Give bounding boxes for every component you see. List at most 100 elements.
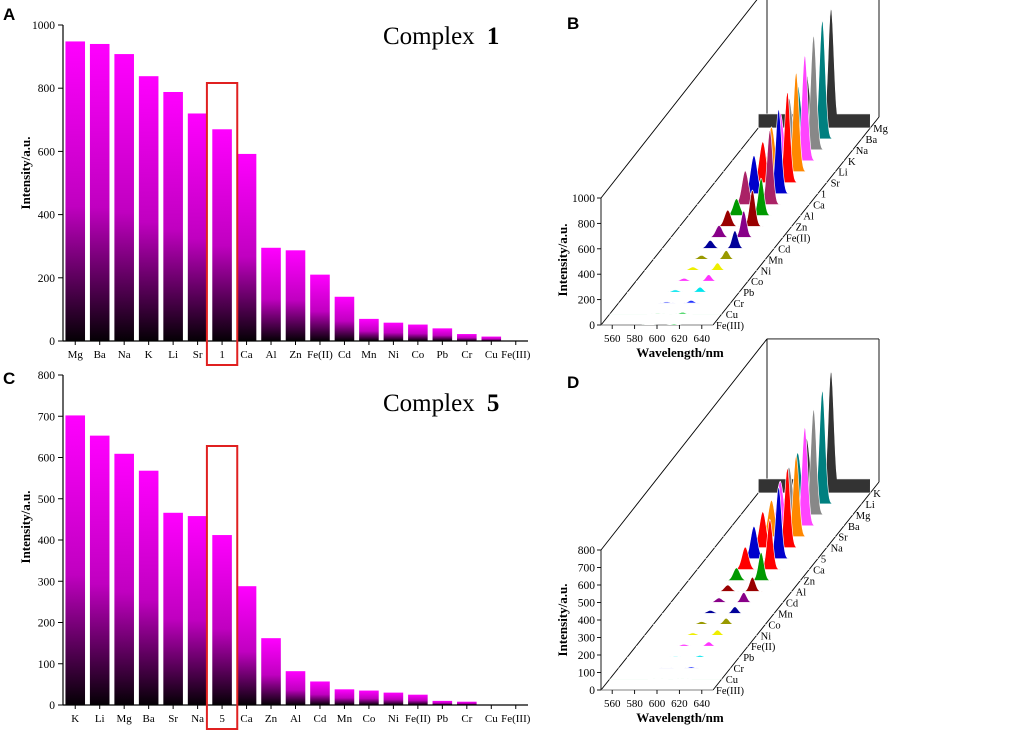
x-tick-label-mg: Mg	[68, 349, 84, 361]
panel-c-y-tick-label: 0	[49, 700, 55, 712]
panel-c-y-ticks: 0 100 200 300 400 500 600 700 800	[38, 370, 63, 712]
panel-b-top-left-edge	[600, 0, 758, 199]
spectrum-pb	[626, 286, 740, 293]
series-label-zn: Zn	[803, 577, 815, 588]
panel-a-highlight-box	[205, 82, 239, 366]
series-label-cr: Cr	[733, 299, 744, 310]
series-label-al: Al	[803, 212, 814, 223]
panel-d-y-tick-label: 0	[589, 685, 595, 697]
panel-d-x-tick-label: 640	[694, 698, 711, 710]
series-label-ca: Ca	[813, 201, 825, 212]
panel-b-y-axis-title: Intensity/a.u.	[555, 224, 570, 297]
panel-b-x-tick-label: 580	[626, 333, 643, 345]
spectrum-cr	[618, 666, 731, 669]
x-tick-label-pb: Pb	[437, 713, 449, 725]
bar-pb	[432, 700, 453, 705]
spectrum-fe-ii	[670, 210, 784, 238]
panel-d-x-tick-label: 600	[649, 698, 666, 710]
bar-fe-ii	[310, 274, 330, 341]
panel-b-x-tick-label: 560	[604, 333, 621, 345]
x-tick-label-co: Co	[411, 349, 424, 361]
x-tick-label-cd: Cd	[314, 713, 327, 725]
panel-d-y-tick-label: 100	[578, 668, 596, 680]
bar-li	[163, 91, 183, 341]
panel-c-y-tick-label: 500	[38, 494, 56, 506]
panel-a-title-text: Complex	[383, 23, 475, 50]
series-label-sr: Sr	[838, 533, 848, 544]
panel-d-spectra	[601, 370, 871, 691]
spectrum-ni	[644, 262, 758, 271]
series-label-cd: Cd	[786, 598, 799, 609]
panel-c-y-tick-label: 400	[38, 535, 56, 547]
panel-b-x-ticks: 560 580 600 620 640	[604, 325, 711, 345]
panel-c-bar-chart: C 0 100 200 300 400 500 600 700 800 K Li Mg Ba Sr Na 5…	[3, 369, 531, 730]
x-tick-label-sr: Sr	[193, 349, 203, 361]
panel-b-floor-left-edge	[600, 116, 768, 326]
series-label-fe-ii: Fe(II)	[751, 642, 776, 653]
panel-c-y-tick-label: 300	[38, 576, 56, 588]
series-label-cr: Cr	[733, 664, 744, 675]
x-tick-label-al: Al	[290, 713, 301, 725]
spectrum-cd	[661, 230, 776, 249]
series-label-k: K	[848, 157, 856, 168]
bar-al	[261, 247, 281, 341]
bar-co	[359, 690, 379, 705]
panel-a-x-ticks: Mg Ba Na K Li Sr 1 Ca Al Zn Fe(II) Cd Mn Ni Co Pb Cr Cu Fe…	[68, 341, 531, 361]
series-label-cu: Cu	[726, 675, 739, 686]
bar-cd	[310, 681, 330, 705]
series-label-zn: Zn	[796, 222, 808, 233]
panel-c-y-tick-label: 600	[38, 453, 56, 465]
spectrum-al	[678, 576, 793, 592]
panel-d-top-left-edge	[600, 338, 768, 551]
series-label-5: 5	[821, 555, 826, 566]
panel-b-y-tick-label: 1000	[572, 193, 595, 205]
spectrum-co	[652, 617, 767, 625]
panel-c-y-axis-title: Intensity/a.u.	[18, 491, 33, 564]
panel-d-y-tick-label: 800	[578, 545, 596, 557]
panel-b-y-tick-label: 200	[578, 295, 596, 307]
panel-c-bars	[65, 415, 477, 705]
panel-d-y-ticks: 0 100 200 300 400 500 600 700 800	[578, 545, 601, 697]
bar-al	[285, 671, 306, 705]
series-label-al: Al	[796, 587, 807, 598]
bar-na	[114, 54, 134, 342]
spectrum-cu	[609, 312, 723, 315]
panel-b-x-axis-title: Wavelength/nm	[636, 345, 724, 360]
x-tick-label-sr: Sr	[168, 713, 178, 725]
series-label-fe-ii: Fe(II)	[786, 233, 811, 244]
panel-a-y-tick-label: 1000	[32, 20, 55, 32]
bar-ni	[383, 692, 404, 705]
bar-cr	[457, 701, 477, 705]
x-tick-label-ba: Ba	[143, 713, 155, 725]
panel-a-y-tick-label: 800	[38, 83, 56, 95]
series-label-1: 1	[821, 190, 826, 201]
panel-a-y-tick-label: 600	[38, 146, 56, 158]
x-tick-label-5: 5	[219, 713, 225, 725]
x-tick-label-k: K	[71, 713, 79, 725]
bar-ca	[236, 153, 257, 341]
bar-cu	[481, 336, 502, 341]
spectrum-ni	[644, 629, 758, 636]
panel-a-y-axis-title: Intensity/a.u.	[18, 137, 33, 210]
panel-b-y-tick-label: 600	[578, 244, 596, 256]
panel-c-title-number: 5	[487, 390, 500, 417]
series-label-na: Na	[856, 146, 869, 157]
series-label-mn: Mn	[768, 255, 783, 266]
spectrum-cr	[618, 299, 731, 304]
x-tick-label-mn: Mn	[337, 713, 353, 725]
series-label-li: Li	[838, 168, 847, 179]
x-tick-label-na: Na	[118, 349, 131, 361]
series-label-ba: Ba	[848, 522, 860, 533]
x-tick-label-cu: Cu	[485, 349, 498, 361]
bar-li	[89, 435, 110, 705]
panel-a-bar-chart: A 0 200 400 600 800 1000 Mg Ba Na K Li Sr 1 Ca Al Zn Fe…	[3, 5, 531, 366]
panel-a-y-tick-label: 0	[49, 336, 55, 348]
bar-5	[212, 535, 232, 705]
spectrum-zn	[678, 189, 793, 227]
panel-b-y-tick-label: 400	[578, 269, 596, 281]
series-label-cd: Cd	[778, 244, 791, 255]
x-tick-label-cr: Cr	[461, 349, 472, 361]
bar-mg	[65, 41, 86, 341]
